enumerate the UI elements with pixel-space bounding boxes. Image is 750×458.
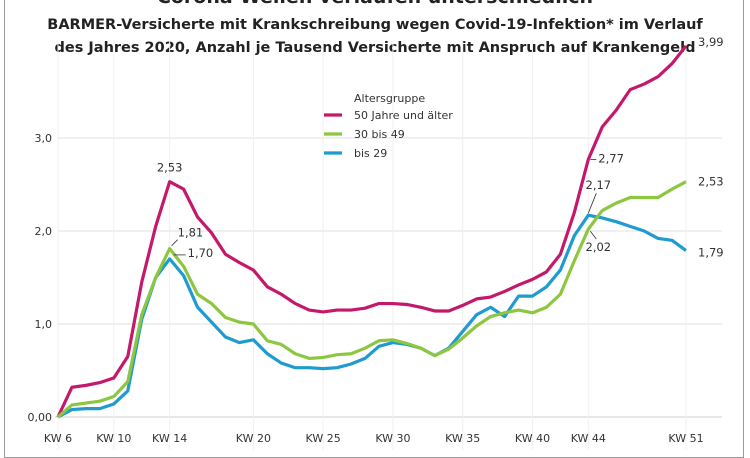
- data-label: 1,70: [188, 246, 214, 260]
- x-tick-label: KW 30: [375, 432, 410, 445]
- legend-title: Altersgruppe: [354, 92, 425, 105]
- data-label: 1,79: [698, 246, 724, 260]
- x-tick-label: KW 35: [445, 432, 480, 445]
- y-tick-label: 2,0: [35, 225, 53, 238]
- data-label: 2,77: [598, 151, 624, 165]
- annotation-leader: [588, 193, 596, 213]
- x-tick-label: KW 51: [668, 432, 703, 445]
- data-label: 1,81: [178, 226, 204, 240]
- x-tick-label: KW 14: [152, 432, 187, 445]
- x-tick-label: KW 44: [571, 432, 606, 445]
- legend-label: 30 bis 49: [354, 128, 405, 141]
- data-label: 2,02: [586, 240, 612, 254]
- legend-label: bis 29: [354, 147, 387, 160]
- data-label: 2,53: [698, 175, 724, 189]
- x-tick-label: KW 10: [96, 432, 131, 445]
- annotation-leader: [590, 231, 596, 239]
- annotation-leader: [172, 240, 178, 246]
- y-tick-label: 3,0: [35, 132, 53, 145]
- y-tick-label: 0,00: [28, 411, 53, 424]
- data-label: 3,99: [698, 35, 724, 49]
- x-tick-label: KW 20: [236, 432, 271, 445]
- y-tick-label: 1,0: [35, 318, 53, 331]
- data-label: 2,17: [586, 178, 612, 192]
- data-label: 2,53: [157, 161, 183, 175]
- x-tick-label: KW 6: [44, 432, 72, 445]
- x-tick-label: KW 40: [515, 432, 550, 445]
- legend-label: 50 Jahre und älter: [354, 109, 453, 122]
- x-tick-label: KW 25: [306, 432, 341, 445]
